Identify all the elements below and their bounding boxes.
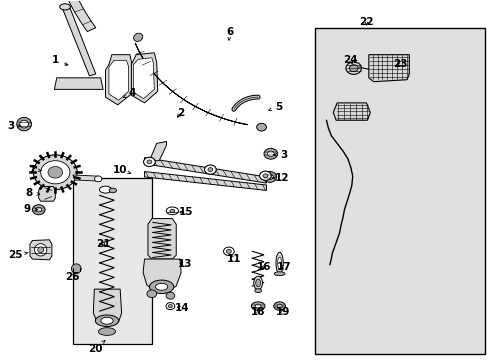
Polygon shape (105, 55, 132, 105)
Ellipse shape (38, 247, 43, 253)
Text: 23: 23 (392, 59, 407, 69)
Ellipse shape (223, 247, 234, 256)
Polygon shape (131, 53, 158, 103)
Text: 20: 20 (88, 341, 105, 354)
Ellipse shape (35, 244, 47, 256)
Ellipse shape (264, 148, 277, 159)
Text: 8: 8 (25, 189, 40, 198)
Text: 9: 9 (24, 204, 38, 214)
Ellipse shape (345, 62, 361, 75)
Polygon shape (332, 103, 369, 120)
Ellipse shape (71, 264, 81, 274)
Polygon shape (143, 259, 181, 292)
Ellipse shape (109, 188, 116, 193)
Polygon shape (54, 78, 103, 89)
Ellipse shape (255, 279, 260, 287)
Polygon shape (93, 289, 122, 325)
Text: 17: 17 (277, 262, 291, 272)
Ellipse shape (277, 257, 281, 269)
Ellipse shape (94, 176, 102, 182)
Ellipse shape (165, 303, 174, 310)
Ellipse shape (263, 171, 276, 182)
Ellipse shape (36, 207, 41, 212)
Text: 12: 12 (272, 173, 289, 183)
Polygon shape (30, 240, 52, 260)
Ellipse shape (277, 304, 282, 308)
Polygon shape (49, 0, 96, 32)
Ellipse shape (256, 123, 266, 131)
Ellipse shape (226, 249, 231, 253)
Ellipse shape (207, 168, 212, 171)
Ellipse shape (149, 280, 173, 293)
Text: 4: 4 (123, 88, 136, 98)
Text: 26: 26 (65, 272, 80, 282)
Polygon shape (144, 158, 266, 183)
Text: 3: 3 (8, 121, 20, 131)
Polygon shape (135, 43, 247, 125)
Text: 16: 16 (256, 262, 271, 272)
Ellipse shape (259, 171, 271, 180)
Text: 22: 22 (358, 17, 373, 27)
Ellipse shape (274, 272, 285, 276)
Polygon shape (109, 60, 128, 100)
Text: 19: 19 (275, 307, 289, 317)
Text: 2: 2 (177, 108, 184, 117)
Polygon shape (144, 171, 266, 190)
Ellipse shape (169, 209, 174, 212)
Text: 1: 1 (52, 55, 68, 66)
Ellipse shape (204, 165, 216, 174)
Ellipse shape (275, 252, 283, 274)
Ellipse shape (348, 65, 357, 72)
Ellipse shape (60, 4, 70, 10)
Ellipse shape (147, 290, 157, 298)
Text: 6: 6 (226, 27, 233, 40)
Text: 14: 14 (174, 303, 189, 314)
Ellipse shape (32, 205, 45, 215)
Ellipse shape (255, 304, 261, 308)
Text: 25: 25 (8, 250, 28, 260)
Ellipse shape (133, 33, 142, 41)
Ellipse shape (251, 302, 264, 310)
Polygon shape (148, 219, 176, 259)
Ellipse shape (254, 289, 261, 293)
Ellipse shape (168, 305, 172, 308)
Ellipse shape (20, 120, 28, 128)
Bar (315, 28, 484, 354)
Ellipse shape (166, 207, 178, 215)
Bar (73, 178, 152, 344)
Text: 15: 15 (179, 207, 193, 217)
Text: 11: 11 (226, 254, 241, 264)
Text: 18: 18 (250, 307, 265, 317)
Polygon shape (149, 141, 166, 161)
Ellipse shape (147, 160, 152, 164)
Ellipse shape (253, 276, 262, 290)
Ellipse shape (263, 174, 267, 178)
Text: 13: 13 (178, 259, 192, 269)
Polygon shape (61, 5, 96, 76)
Polygon shape (368, 55, 408, 82)
Ellipse shape (267, 151, 274, 157)
Ellipse shape (41, 161, 70, 184)
Text: 21: 21 (96, 239, 110, 249)
Text: 5: 5 (268, 102, 282, 112)
Ellipse shape (95, 315, 119, 327)
Text: 7: 7 (29, 165, 41, 175)
Ellipse shape (48, 167, 62, 178)
Ellipse shape (98, 328, 115, 336)
Text: 10: 10 (113, 165, 130, 175)
Ellipse shape (165, 292, 174, 299)
Ellipse shape (99, 186, 111, 193)
Ellipse shape (266, 174, 273, 180)
Ellipse shape (155, 283, 167, 290)
Ellipse shape (143, 157, 155, 167)
Polygon shape (73, 175, 101, 181)
Text: 24: 24 (343, 55, 357, 66)
Polygon shape (133, 58, 154, 99)
Ellipse shape (101, 317, 113, 324)
Polygon shape (39, 186, 55, 201)
Text: 3: 3 (273, 150, 286, 160)
Ellipse shape (33, 155, 77, 190)
Ellipse shape (17, 117, 31, 131)
Ellipse shape (273, 302, 285, 310)
